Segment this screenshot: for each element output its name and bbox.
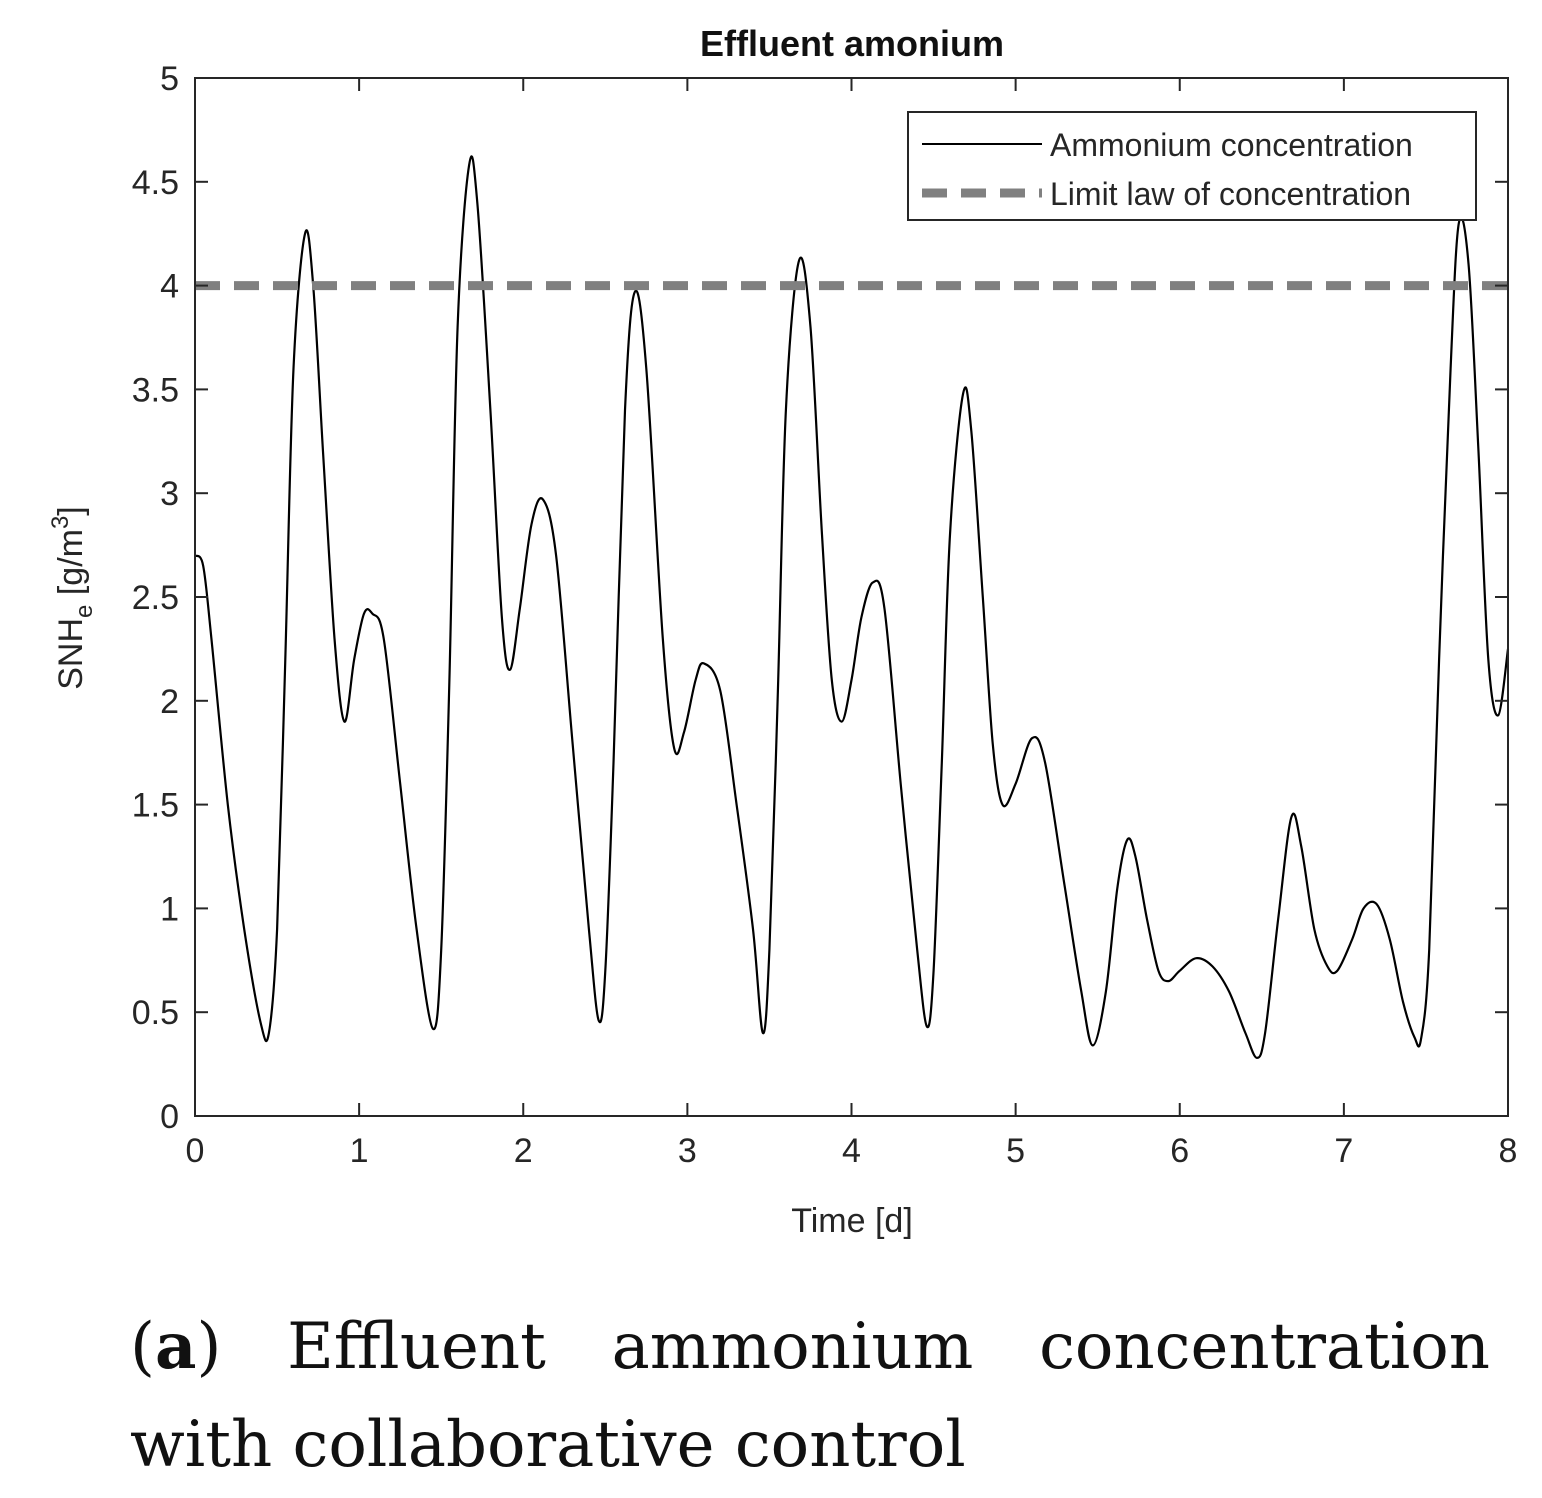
caption-label: a (154, 1309, 197, 1384)
y-tick-label: 5 (160, 60, 179, 98)
x-tick-label: 1 (350, 1132, 369, 1170)
caption-title-part: Effluent ammonium concentration (221, 1310, 1490, 1384)
y-label-units: [g/m (52, 529, 90, 605)
x-tick-label: 6 (1170, 1132, 1189, 1170)
x-tick-label: 3 (678, 1132, 697, 1170)
y-tick-label: 2 (160, 683, 179, 721)
y-label-superscript: 3 (47, 516, 74, 529)
y-tick-label: 2.5 (132, 579, 179, 617)
x-tick-label: 0 (186, 1132, 205, 1170)
caption-line-2: with collaborative control (130, 1408, 966, 1482)
legend-box (907, 111, 1477, 221)
chart-figure: 0 1 2 3 4 5 6 7 8 0 0.5 1 1.5 2 2.5 3 3.5 4 4.5 5 Effluent … (47, 23, 1518, 1240)
x-tick-label: 7 (1334, 1132, 1353, 1170)
plot-area: 0 1 2 3 4 5 6 7 8 0 0.5 1 1.5 2 2.5 3 3.5 4 4.5 5 (132, 60, 1518, 1170)
x-axis-label: Time [d] (791, 1202, 913, 1240)
y-tick-label: 0 (160, 1098, 179, 1136)
y-label-main: SNH (52, 618, 90, 690)
legend-label-limit: Limit law of concentration (1050, 176, 1411, 212)
x-tick-label: 8 (1499, 1132, 1518, 1170)
x-tick-label: 5 (1006, 1132, 1025, 1170)
x-tick-label: 2 (514, 1132, 533, 1170)
y-tick-label: 3.5 (132, 371, 179, 409)
y-tick-label: 4.5 (132, 164, 179, 202)
legend-label-ammonium: Ammonium concentration (1050, 127, 1413, 163)
figure-caption: (a) Effluent ammonium concentration with… (130, 1298, 1490, 1494)
caption-line-1: (a) Effluent ammonium concentration (130, 1309, 1490, 1384)
y-tick-label: 4 (160, 268, 179, 306)
y-tick-label: 1 (160, 890, 179, 928)
y-tick-label: 0.5 (132, 994, 179, 1032)
legend: Ammonium concentration Limit law of conc… (907, 111, 1477, 221)
y-tick-label: 1.5 (132, 787, 179, 825)
y-label-subscript: e (71, 605, 98, 618)
plot-background (195, 78, 1508, 1116)
y-label-close: ] (52, 506, 90, 515)
x-tick-label: 4 (842, 1132, 861, 1170)
y-tick-label: 3 (160, 475, 179, 513)
chart-title: Effluent amonium (700, 23, 1004, 64)
y-axis-label: SNHe [g/m3] (47, 506, 98, 690)
